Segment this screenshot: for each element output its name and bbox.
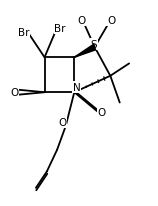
Polygon shape	[74, 45, 95, 58]
Text: O: O	[98, 107, 106, 117]
Text: S: S	[91, 40, 97, 50]
Text: N: N	[73, 83, 81, 93]
Text: O: O	[58, 117, 67, 128]
Text: O: O	[77, 16, 85, 26]
Text: Br: Br	[18, 27, 29, 37]
Text: Br: Br	[55, 24, 66, 34]
Text: O: O	[10, 88, 18, 98]
Text: O: O	[107, 16, 115, 26]
